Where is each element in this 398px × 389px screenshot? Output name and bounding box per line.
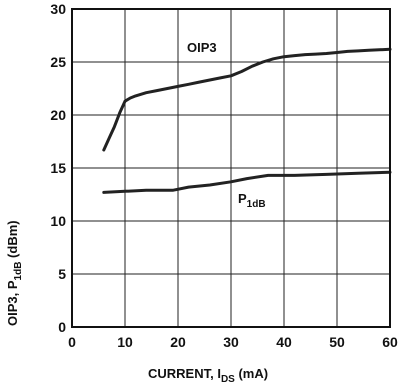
series-label-p1db: P1dB	[238, 191, 266, 210]
x-tick-label: 50	[329, 334, 345, 350]
y-tick-label: 20	[50, 107, 66, 123]
series-label-oip3: OIP3	[187, 40, 217, 55]
series-line-oip3	[102, 47, 392, 152]
x-tick-label: 0	[68, 334, 76, 350]
grid-lines	[71, 8, 391, 328]
x-tick-label: 10	[117, 334, 133, 350]
series-lines	[102, 47, 392, 194]
x-axis-title: CURRENT, IDS (mA)	[148, 366, 268, 385]
y-tick-labels: 0 5 10 15 20 25 30	[50, 1, 66, 335]
y-tick-label: 0	[58, 319, 66, 335]
y-axis-title: OIP3, P1dB (dBm)	[5, 220, 24, 326]
y-tick-label: 5	[58, 266, 66, 282]
x-tick-label: 60	[382, 334, 398, 350]
plot-frame	[71, 8, 391, 328]
y-tick-label: 15	[50, 160, 66, 176]
y-tick-label: 10	[50, 213, 66, 229]
x-tick-label: 20	[170, 334, 186, 350]
x-tick-labels: 0 10 20 30 40 50 60	[68, 334, 398, 350]
x-tick-label: 30	[223, 334, 239, 350]
x-tick-label: 40	[276, 334, 292, 350]
series-line-p1db	[102, 170, 392, 194]
y-tick-label: 30	[50, 1, 66, 17]
y-tick-label: 25	[50, 54, 66, 70]
